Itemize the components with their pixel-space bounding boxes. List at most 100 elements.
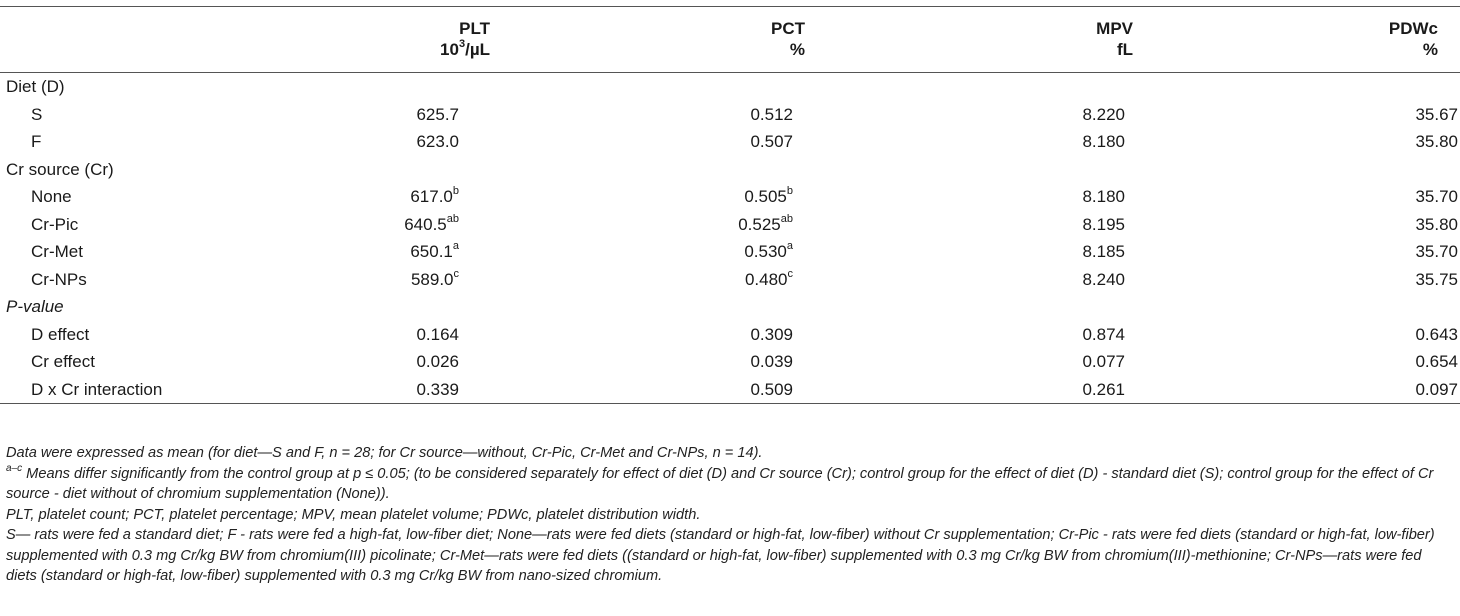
- cell-value: 0.261: [1082, 379, 1125, 399]
- table-row: Cr-Met 650.1a 0.530a 8.185 35.70: [0, 238, 1460, 266]
- section-label: Diet (D): [6, 77, 65, 96]
- table-row: Cr-Pic 640.5ab 0.525ab 8.195 35.80: [0, 211, 1460, 239]
- footnote-groups: S— rats were fed a standard diet; F - ra…: [6, 527, 1435, 584]
- cell-value: 0.643: [1415, 324, 1458, 344]
- significance-letter: c: [787, 267, 794, 280]
- row-label: Cr-Pic: [31, 214, 79, 234]
- cell-value: 8.195: [1082, 214, 1125, 234]
- table-cell: [830, 156, 1150, 184]
- table-cell: 617.0b: [250, 183, 510, 211]
- table-cell: [250, 73, 510, 101]
- significance-letter: ab: [446, 212, 459, 225]
- table-cell: 0.480c: [510, 266, 830, 294]
- cell-value: 0.339: [416, 379, 459, 399]
- table-row: D x Cr interaction 0.339 0.509 0.261 0.097: [0, 375, 1460, 404]
- footnote-data-expression: Data were expressed as mean (for diet—S …: [6, 445, 763, 461]
- table-cell: [1150, 293, 1460, 321]
- table-row: P-value: [0, 293, 1460, 321]
- table-cell: 0.643: [1150, 321, 1460, 349]
- cell-value: 0.039: [750, 352, 793, 371]
- table-cell: [250, 156, 510, 184]
- table-cell: 0.874: [830, 321, 1150, 349]
- header-pdwc-unit: %: [1422, 40, 1438, 59]
- table-row: F 623.0 0.507 8.180 35.80: [0, 128, 1460, 156]
- table-cell: [1150, 156, 1460, 184]
- cell-value: 0.509: [750, 379, 793, 399]
- table-row: Diet (D): [0, 73, 1460, 101]
- cell-value: 640.5: [404, 214, 447, 234]
- header-pct-name: PCT: [771, 19, 805, 38]
- header-plt: PLT 103/µL: [250, 6, 510, 73]
- cell-value: 625.7: [416, 104, 459, 124]
- cell-value: 0.309: [750, 324, 793, 344]
- table-cell: 35.75: [1150, 266, 1460, 294]
- table-cell: 0.509: [510, 375, 830, 404]
- table-cell: [830, 293, 1150, 321]
- header-pdwc-name: PDWc: [1388, 19, 1438, 38]
- cell-value: 0.654: [1415, 352, 1458, 371]
- table-cell: 8.180: [830, 183, 1150, 211]
- significance-letter: ab: [780, 212, 793, 225]
- footnotes: Data were expressed as mean (for diet—S …: [6, 443, 1456, 587]
- row-label: S: [31, 104, 43, 124]
- table-row: Cr source (Cr): [0, 156, 1460, 184]
- table-cell: 0.530a: [510, 238, 830, 266]
- cell-value: 35.80: [1415, 132, 1458, 151]
- table-cell: 0.164: [250, 321, 510, 349]
- row-label: D x Cr interaction: [0, 375, 250, 404]
- footnote-significance-sup: a–c: [6, 462, 23, 474]
- header-plt-name: PLT: [459, 19, 490, 38]
- table-cell: 623.0: [250, 128, 510, 156]
- cell-value: 8.185: [1082, 242, 1125, 261]
- table-row: Cr effect 0.026 0.039 0.077 0.654: [0, 348, 1460, 376]
- table-cell: 0.309: [510, 321, 830, 349]
- header-pdwc: PDWc %: [1150, 6, 1460, 73]
- row-label: None: [31, 187, 72, 206]
- significance-letter: c: [453, 267, 460, 280]
- row-label: Cr-NPs: [31, 269, 87, 289]
- significance-letter: a: [786, 240, 793, 253]
- table-cell: 0.039: [510, 348, 830, 376]
- header-mpv: MPV fL: [830, 6, 1150, 73]
- cell-value: 35.67: [1415, 104, 1458, 124]
- table-row: None 617.0b 0.505 b 8.180 35.70: [0, 183, 1460, 211]
- cell-value: 8.180: [1082, 187, 1125, 206]
- cell-value: 35.70: [1415, 242, 1458, 261]
- table-cell: [830, 73, 1150, 101]
- header-plt-unit: 103/µL: [250, 39, 490, 60]
- cell-value: 0.097: [1415, 379, 1458, 399]
- table-cell: [250, 293, 510, 321]
- table-cell: 8.220: [830, 101, 1150, 129]
- table-cell: 0.097: [1150, 375, 1460, 404]
- cell-value: 8.240: [1082, 269, 1125, 289]
- table-cell: 0.077: [830, 348, 1150, 376]
- row-label: D effect: [31, 324, 90, 344]
- cell-value: 8.220: [1082, 104, 1125, 124]
- cell-value: 0.507: [750, 132, 793, 151]
- cell-value: 0.874: [1082, 324, 1125, 344]
- row-label: Cr-Met: [31, 242, 83, 261]
- header-pct-unit: %: [789, 40, 805, 59]
- significance-letter: b: [452, 185, 459, 198]
- cell-value: 0.505: [744, 187, 787, 206]
- footnote-significance: a–c Means differ significantly from the …: [6, 462, 1456, 505]
- table-row: S 625.7 0.512 8.220 35.67: [0, 101, 1460, 129]
- table-cell: 8.240: [830, 266, 1150, 294]
- section-label: Cr source (Cr): [6, 159, 114, 179]
- cell-value: 650.1: [410, 242, 453, 261]
- table-cell: 640.5ab: [250, 211, 510, 239]
- cell-value: 0.077: [1082, 352, 1125, 371]
- table-cell: 35.70: [1150, 183, 1460, 211]
- cell-value: 35.80: [1415, 214, 1458, 234]
- table-cell: 0.026: [250, 348, 510, 376]
- table-cell: 0.261: [830, 375, 1150, 404]
- table-cell: [510, 293, 830, 321]
- table-cell: 0.512: [510, 101, 830, 129]
- table-cell: [510, 73, 830, 101]
- table-cell: [510, 156, 830, 184]
- cell-value: 0.512: [750, 104, 793, 124]
- table-cell: 8.185: [830, 238, 1150, 266]
- table-cell: 650.1a: [250, 238, 510, 266]
- header-plt-unit-sup: 3: [458, 38, 466, 51]
- platelet-table: PLT 103/µL PCT % MPV fL PDWc % Diet (D) S…: [0, 6, 1460, 404]
